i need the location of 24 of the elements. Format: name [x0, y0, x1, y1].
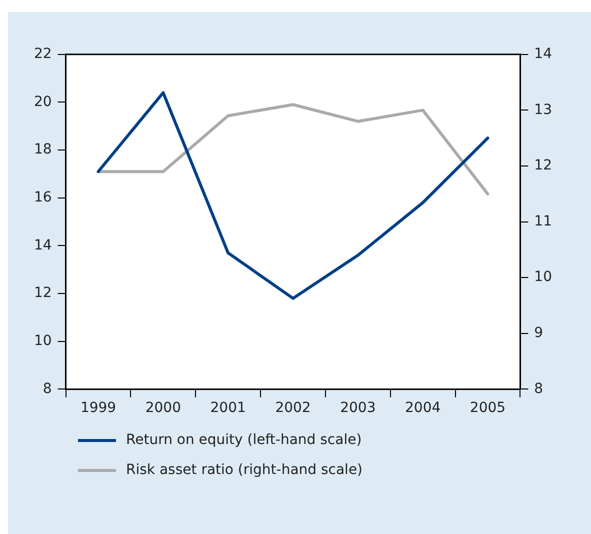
x-tick-label: 2000: [145, 400, 181, 416]
y-tick-label: 12: [34, 285, 52, 302]
y2-tick-label: 8: [534, 380, 544, 397]
y2-tick-label: 10: [534, 269, 552, 286]
y2-tick-label: 14: [534, 46, 552, 62]
y-tick-label: 10: [34, 333, 52, 350]
x-tick-label: 1999: [80, 400, 116, 416]
y-tick-label: 8: [42, 380, 52, 397]
y2-tick-label: 12: [534, 158, 552, 174]
x-tick-label: 2004: [405, 400, 441, 416]
legend-label: Risk asset ratio (right-hand scale): [126, 462, 363, 478]
legend-label: Return on equity (left-hand scale): [126, 432, 362, 448]
y2-tick-label: 13: [534, 102, 552, 118]
x-tick-label: 2005: [470, 400, 506, 416]
y-tick-label: 16: [34, 190, 52, 206]
x-tick-label: 2001: [210, 400, 246, 416]
y-tick-label: 14: [34, 237, 52, 254]
y-tick-label: 20: [34, 94, 52, 110]
x-tick-label: 2002: [275, 400, 311, 416]
y-tick-label: 18: [34, 142, 52, 158]
y2-tick-label: 11: [534, 213, 552, 230]
x-tick-label: 2003: [340, 400, 376, 416]
y-tick-label: 22: [34, 46, 52, 62]
y2-tick-label: 9: [534, 325, 544, 342]
